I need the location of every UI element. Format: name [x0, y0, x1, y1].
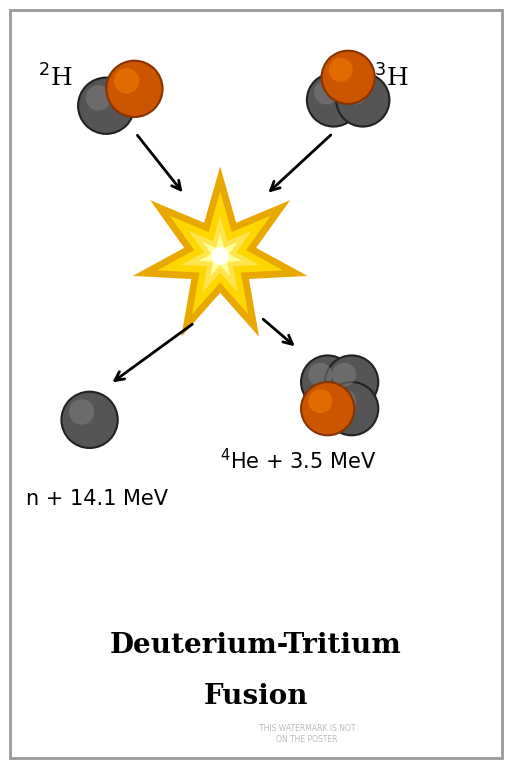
- Polygon shape: [198, 233, 242, 276]
- Text: $^{2}$H: $^{2}$H: [38, 64, 73, 91]
- Circle shape: [314, 81, 338, 104]
- Circle shape: [322, 51, 375, 104]
- Polygon shape: [157, 191, 283, 314]
- Circle shape: [69, 399, 94, 425]
- Circle shape: [325, 356, 378, 409]
- Text: $^{4}$He + 3.5 MeV: $^{4}$He + 3.5 MeV: [220, 448, 376, 473]
- Polygon shape: [133, 167, 308, 336]
- Circle shape: [308, 389, 332, 413]
- Text: ON THE POSTER: ON THE POSTER: [276, 735, 338, 744]
- Circle shape: [114, 68, 139, 94]
- Text: $^{3}$H: $^{3}$H: [374, 64, 408, 91]
- Circle shape: [336, 73, 390, 127]
- Polygon shape: [210, 245, 230, 266]
- Polygon shape: [181, 216, 260, 293]
- Circle shape: [308, 362, 332, 386]
- Text: Deuterium-Tritium: Deuterium-Tritium: [110, 631, 402, 659]
- Circle shape: [301, 356, 354, 409]
- Circle shape: [332, 362, 356, 386]
- Circle shape: [78, 78, 134, 134]
- Circle shape: [211, 247, 229, 265]
- Text: Fusion: Fusion: [204, 683, 308, 710]
- Text: n + 14.1 MeV: n + 14.1 MeV: [26, 489, 167, 509]
- Circle shape: [106, 61, 163, 117]
- Circle shape: [301, 382, 354, 435]
- Text: THIS WATERMARK IS NOT: THIS WATERMARK IS NOT: [259, 723, 355, 733]
- Circle shape: [86, 85, 111, 111]
- Circle shape: [332, 389, 356, 413]
- Circle shape: [61, 392, 118, 448]
- Circle shape: [325, 382, 378, 435]
- Circle shape: [344, 81, 367, 104]
- Circle shape: [329, 58, 353, 82]
- Circle shape: [307, 73, 360, 127]
